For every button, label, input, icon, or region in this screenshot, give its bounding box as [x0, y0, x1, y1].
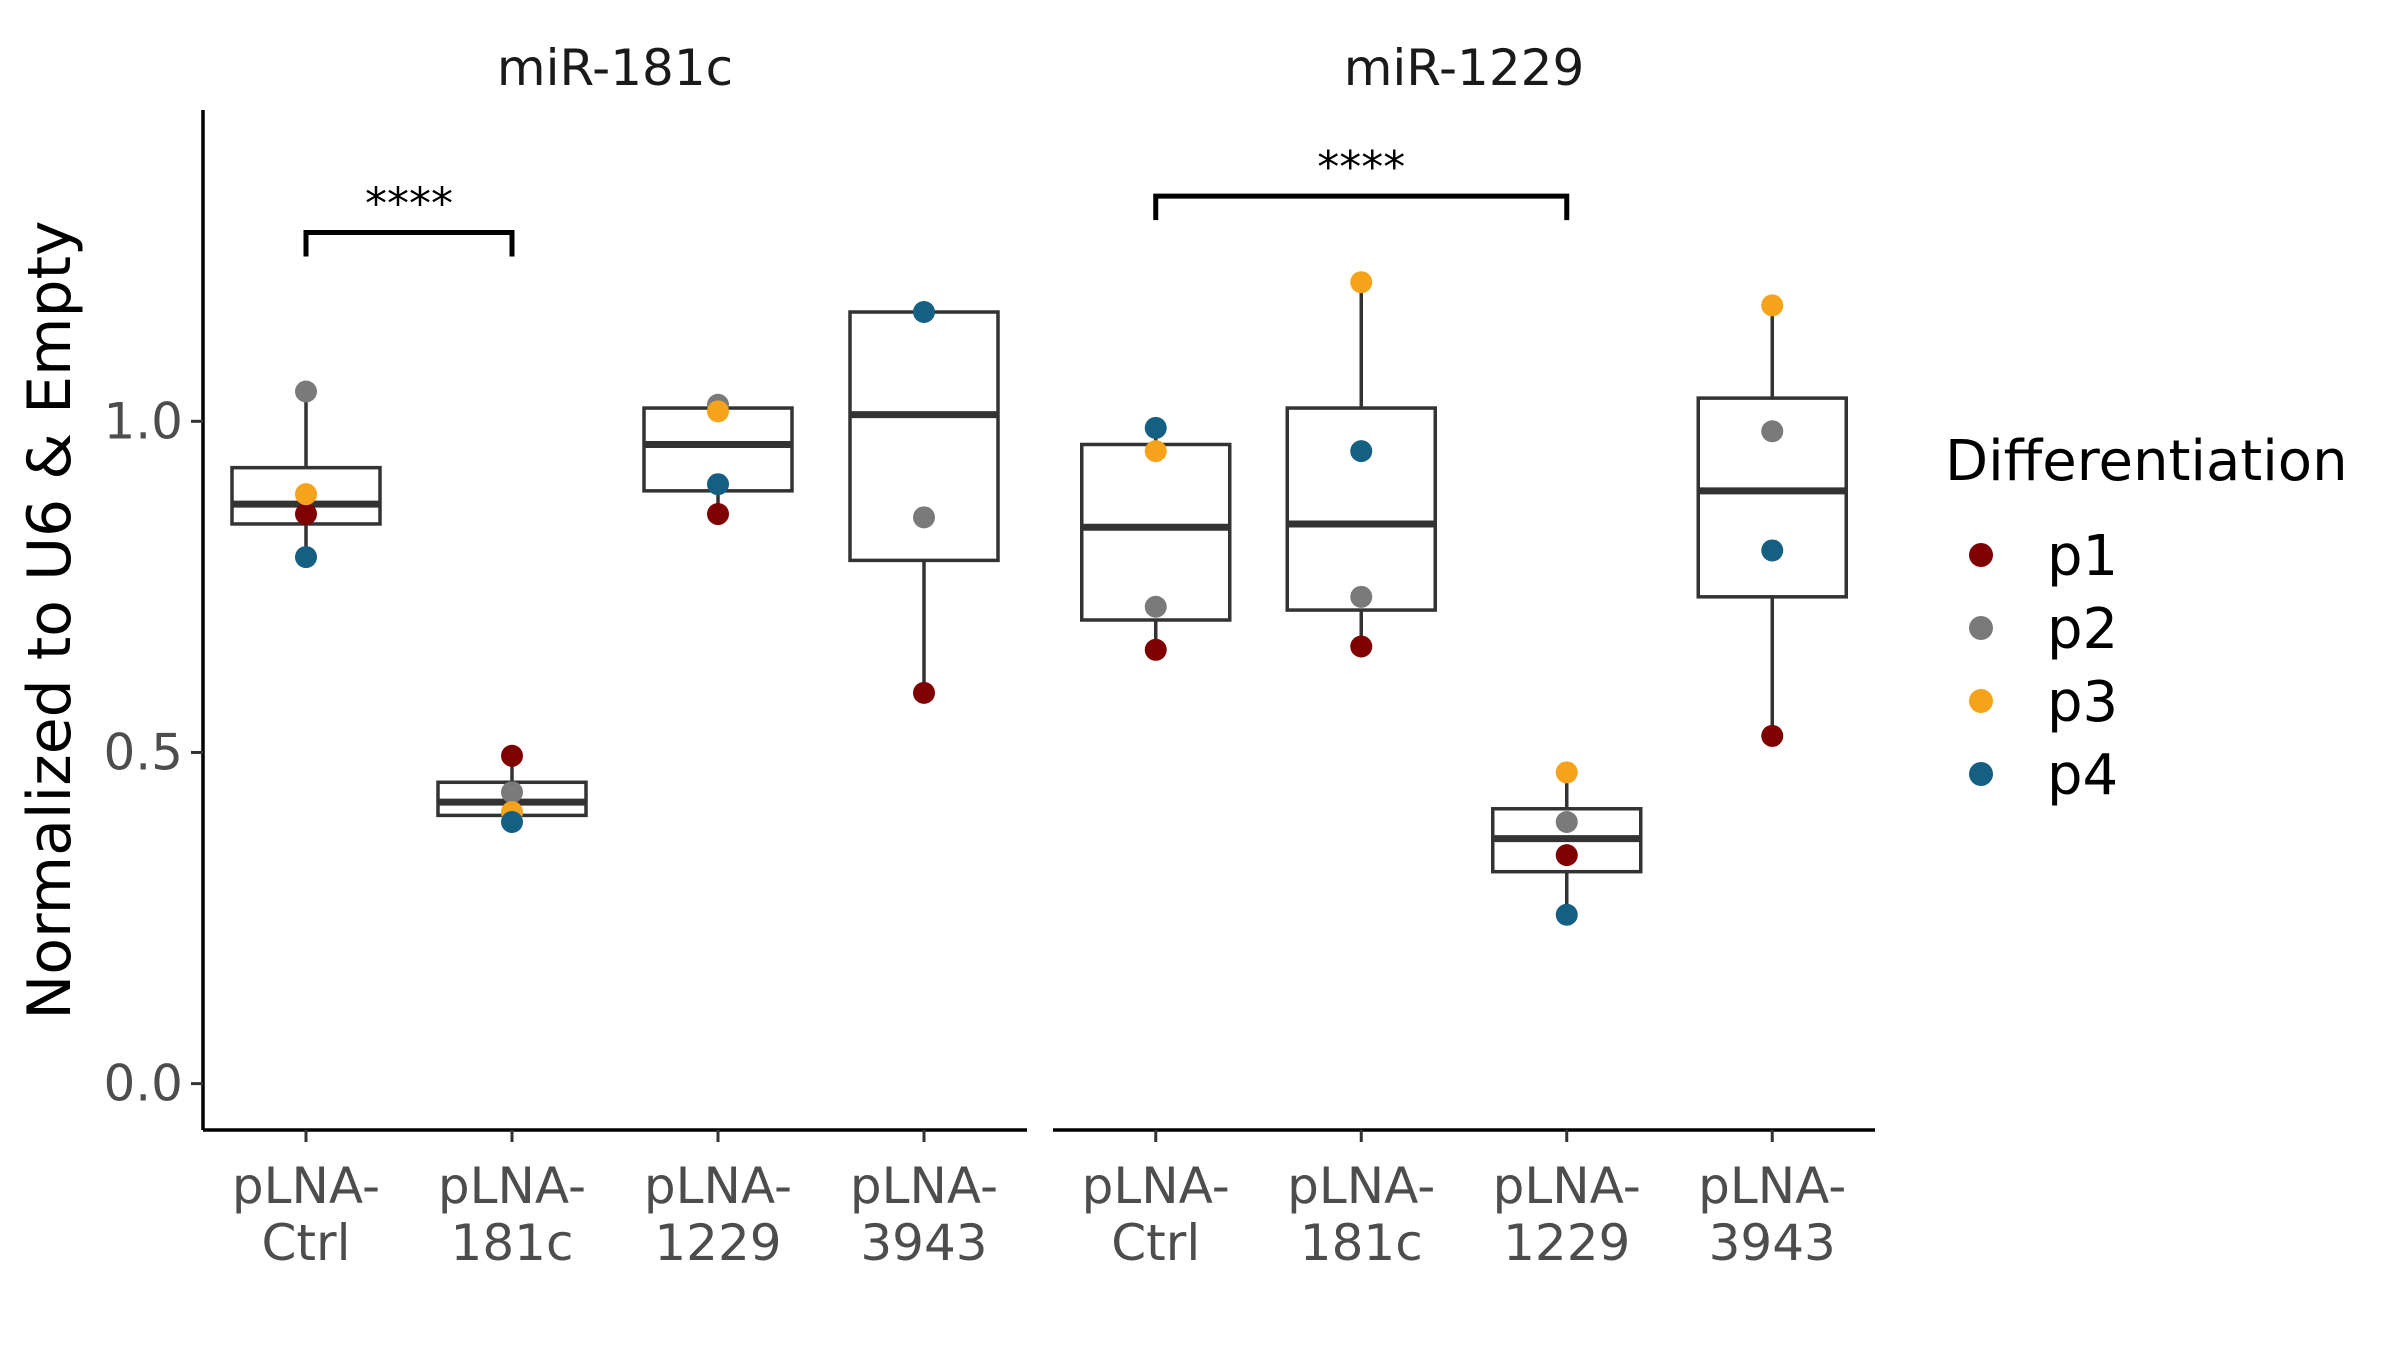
box-4: [1696, 294, 1848, 747]
legend-title: Differentiation: [1945, 429, 2348, 494]
legend-item-p3: p3: [1969, 670, 2118, 735]
data-point-p4: [1761, 539, 1784, 562]
box-body: [1696, 396, 1848, 599]
legend-key: [1969, 762, 1993, 786]
significance-bracket: [303, 230, 515, 257]
data-point-p2: [913, 506, 935, 529]
panel-title: miR-181c: [497, 39, 733, 97]
legend-label: p2: [2047, 597, 2118, 662]
data-point-p3: [1144, 440, 1167, 463]
box-body: [1080, 442, 1232, 622]
x-tick-label: pLNA-: [850, 1157, 998, 1215]
data-point-p2: [1350, 585, 1373, 608]
legend-label: p1: [2047, 524, 2118, 589]
x-tick-label: 1229: [1503, 1214, 1630, 1272]
legend-key: [1969, 543, 1993, 567]
legend-item-p4: p4: [1969, 743, 2118, 808]
x-tick-label: pLNA-: [232, 1157, 380, 1215]
data-point-p4: [913, 301, 935, 324]
data-point-p4: [501, 811, 523, 834]
data-point-p4: [1144, 416, 1167, 439]
box-body: [1285, 406, 1437, 612]
data-point-p3: [295, 483, 317, 506]
x-tick-label: pLNA-: [1082, 1157, 1230, 1215]
data-point-p1: [295, 503, 317, 526]
x-tick-label: 181c: [451, 1214, 574, 1272]
data-point-p1: [1144, 638, 1167, 661]
significance-label: ****: [365, 179, 453, 230]
x-tick-label: 3943: [860, 1214, 987, 1272]
data-point-p2: [501, 781, 523, 804]
data-point-p2: [1761, 420, 1784, 443]
box-1: [1080, 416, 1232, 661]
x-tick-label: pLNA-: [438, 1157, 586, 1215]
plot-area: 0.00.51.0miR-181cpLNA-CtrlpLNA-181cpLNA-…: [103, 39, 1875, 1272]
data-point-p1: [913, 681, 935, 704]
data-point-p3: [707, 400, 729, 423]
data-point-p1: [1350, 635, 1373, 658]
legend-label: p4: [2047, 743, 2118, 808]
box-1: [230, 380, 382, 569]
x-tick-label: pLNA-: [1698, 1157, 1846, 1215]
legend: Differentiation p1 p2 p3 p4: [1945, 429, 2348, 808]
data-point-p4: [1350, 440, 1373, 463]
x-tick-label: 1229: [654, 1214, 781, 1272]
x-tick-label: pLNA-: [644, 1157, 792, 1215]
legend-item-p2: p2: [1969, 597, 2118, 662]
y-tick-label: 0.5: [103, 723, 183, 781]
box-4: [848, 301, 1000, 704]
box-2: [1285, 271, 1437, 658]
legend-label: p3: [2047, 670, 2118, 735]
box-2: [436, 744, 588, 834]
data-point-p1: [1555, 844, 1578, 867]
legend-key: [1969, 689, 1993, 713]
data-point-p2: [1555, 811, 1578, 834]
box-3: [1491, 761, 1643, 926]
data-point-p4: [707, 473, 729, 496]
data-point-p4: [1555, 903, 1578, 926]
data-point-p1: [707, 503, 729, 526]
significance-label: ****: [1317, 142, 1405, 193]
panel-2: miR-1229pLNA-CtrlpLNA-181cpLNA-1229pLNA-…: [1053, 39, 1875, 1272]
x-tick-label: pLNA-: [1287, 1157, 1435, 1215]
data-point-p1: [1761, 724, 1784, 747]
data-point-p4: [295, 546, 317, 569]
data-point-p3: [1761, 294, 1784, 317]
x-tick-label: 181c: [1300, 1214, 1423, 1272]
legend-item-p1: p1: [1969, 524, 2118, 589]
x-tick-label: Ctrl: [1111, 1214, 1200, 1272]
x-tick-label: 3943: [1709, 1214, 1836, 1272]
data-point-p2: [295, 380, 317, 403]
data-point-p3: [1555, 761, 1578, 784]
y-tick-label: 1.0: [103, 392, 183, 450]
legend-key: [1969, 616, 1993, 640]
x-tick-label: pLNA-: [1493, 1157, 1641, 1215]
data-point-p2: [1144, 595, 1167, 618]
x-tick-label: Ctrl: [262, 1214, 351, 1272]
y-tick-label: 0.0: [103, 1055, 183, 1113]
data-point-p1: [501, 744, 523, 767]
significance-bracket: [1153, 193, 1570, 221]
y-axis-title: Normalized to U6 & Empty: [15, 220, 85, 1019]
box-3: [642, 393, 794, 526]
panel-1: miR-181cpLNA-CtrlpLNA-181cpLNA-1229pLNA-…: [203, 39, 1027, 1272]
data-point-p3: [1350, 271, 1373, 294]
panel-title: miR-1229: [1344, 39, 1585, 97]
